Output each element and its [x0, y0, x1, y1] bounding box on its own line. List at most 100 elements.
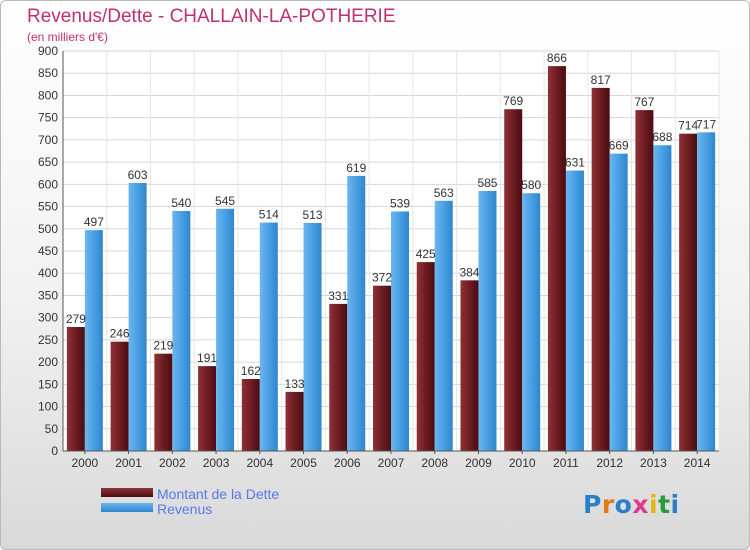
bar-revenus: [609, 153, 628, 451]
data-label-revenus: 631: [565, 156, 585, 170]
logo-letter: o: [614, 490, 633, 519]
logo-letter: i: [649, 490, 659, 519]
logo-letter: t: [658, 490, 671, 519]
data-label-dette: 133: [285, 377, 305, 391]
bar-dette: [66, 327, 85, 451]
y-tick-label: 300: [38, 311, 58, 325]
data-label-revenus: 603: [128, 168, 148, 182]
y-tick-label: 850: [38, 66, 58, 80]
x-tick-label: 2005: [290, 456, 317, 470]
y-tick-label: 750: [38, 111, 58, 125]
data-label-revenus: 717: [696, 117, 716, 131]
y-tick-label: 500: [38, 222, 58, 236]
data-label-revenus: 580: [521, 178, 541, 192]
bar-dette: [110, 341, 129, 451]
legend-swatch-revenus: [101, 503, 153, 512]
bar-revenus: [259, 222, 278, 451]
bar-revenus: [391, 211, 409, 451]
bar-revenus: [478, 191, 497, 451]
data-label-dette: 372: [372, 271, 392, 285]
x-tick-label: 2013: [640, 456, 667, 470]
data-label-dette: 767: [634, 95, 654, 109]
bar-revenus: [128, 183, 147, 451]
x-tick-label: 2007: [378, 456, 405, 470]
bar-dette: [591, 87, 610, 451]
y-tick-label: 800: [38, 88, 58, 102]
x-tick-label: 2001: [115, 456, 142, 470]
x-tick-label: 2004: [246, 456, 273, 470]
data-label-revenus: 619: [346, 161, 366, 175]
data-label-revenus: 669: [609, 139, 629, 153]
x-tick-label: 2014: [684, 456, 711, 470]
data-label-dette: 866: [547, 51, 567, 65]
data-label-dette: 219: [153, 339, 173, 353]
y-tick-label: 450: [38, 244, 58, 258]
y-tick-label: 0: [51, 444, 58, 458]
y-tick-label: 350: [38, 288, 58, 302]
y-tick-label: 650: [38, 155, 58, 169]
bar-dette: [154, 353, 173, 451]
bar-dette: [241, 379, 260, 451]
logo-letter: x: [632, 490, 649, 519]
x-tick-label: 2012: [596, 456, 623, 470]
y-tick-label: 900: [38, 44, 58, 58]
logo-letter: r: [601, 490, 615, 519]
x-tick-label: 2006: [334, 456, 361, 470]
bar-dette: [285, 391, 304, 451]
data-label-revenus: 563: [434, 186, 454, 200]
data-label-revenus: 688: [652, 130, 672, 144]
y-tick-label: 50: [45, 422, 59, 436]
bar-revenus: [697, 132, 716, 452]
bar-dette: [547, 66, 566, 451]
data-label-dette: 714: [678, 119, 698, 133]
bar-dette: [635, 110, 654, 451]
y-tick-label: 150: [38, 377, 58, 391]
legend-swatch-dette: [101, 488, 153, 497]
legend-label-dette: Montant de la Dette: [157, 486, 280, 502]
bar-dette: [373, 285, 391, 451]
y-tick-label: 100: [38, 400, 58, 414]
chart-title: Revenus/Dette - CHALLAIN-LA-POTHERIE: [27, 6, 396, 27]
legend-label-revenus: Revenus: [157, 501, 213, 517]
data-label-dette: 191: [197, 351, 217, 365]
y-tick-label: 400: [38, 266, 58, 280]
bar-revenus: [434, 200, 453, 451]
bar-revenus: [565, 170, 584, 452]
data-label-dette: 425: [416, 247, 436, 261]
y-tick-label: 550: [38, 200, 58, 214]
y-tick-label: 700: [38, 133, 58, 147]
data-label-dette: 817: [591, 73, 611, 87]
data-label-dette: 162: [241, 364, 261, 378]
bar-dette: [329, 303, 348, 451]
x-tick-label: 2010: [509, 456, 536, 470]
x-tick-label: 2009: [465, 456, 492, 470]
data-label-revenus: 585: [477, 176, 497, 190]
data-label-dette: 769: [503, 94, 523, 108]
bar-dette: [198, 366, 217, 451]
bar-dette: [416, 262, 435, 451]
logo-letter: i: [670, 490, 680, 519]
bar-revenus: [522, 193, 541, 451]
proxiti-logo: Proxiti: [583, 490, 680, 519]
y-tick-label: 250: [38, 333, 58, 347]
bar-revenus: [303, 223, 322, 451]
data-label-revenus: 539: [390, 196, 410, 210]
bar-revenus: [347, 175, 366, 451]
bar-revenus: [172, 211, 191, 451]
chart-subtitle: (en milliers d'€): [27, 30, 108, 44]
data-label-dette: 331: [328, 289, 348, 303]
data-label-revenus: 497: [84, 215, 104, 229]
y-tick-label: 200: [38, 355, 58, 369]
bar-revenus: [216, 208, 235, 451]
data-label-dette: 384: [459, 265, 479, 279]
data-label-revenus: 545: [215, 194, 235, 208]
x-tick-label: 2000: [72, 456, 99, 470]
x-tick-label: 2008: [421, 456, 448, 470]
x-tick-label: 2011: [553, 456, 579, 470]
bar-revenus: [653, 145, 672, 451]
bar-dette: [679, 133, 698, 451]
bar-dette: [504, 109, 523, 451]
logo-letter: P: [583, 490, 602, 519]
